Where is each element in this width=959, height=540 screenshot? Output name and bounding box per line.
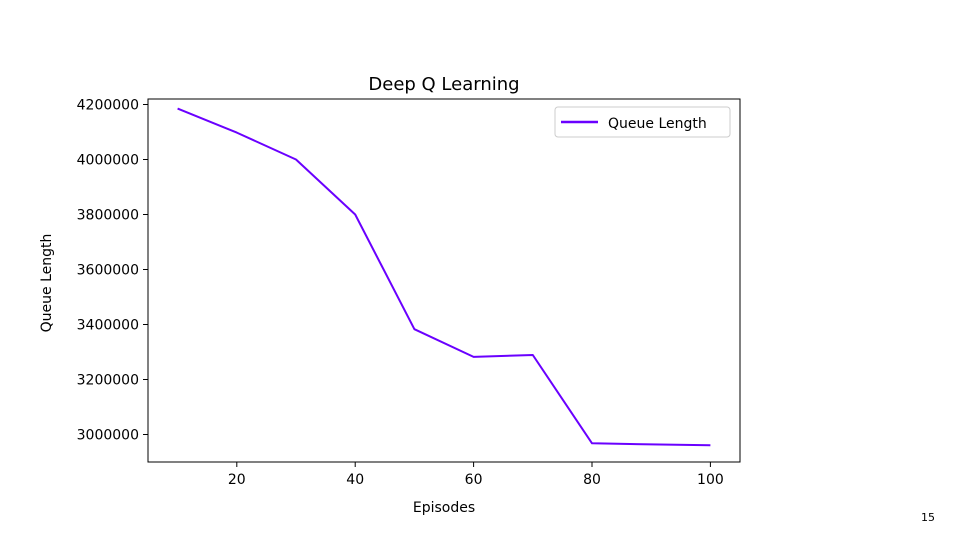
y-axis-ticks: 3000000 3200000 3400000 3600000 3800000 40000… bbox=[77, 98, 148, 444]
x-tick-label: 100 bbox=[697, 472, 724, 488]
y-tick-label: 3000000 bbox=[77, 428, 139, 444]
legend-label: Queue Length bbox=[608, 116, 707, 132]
y-tick-label: 3800000 bbox=[77, 208, 139, 224]
page-number: 15 bbox=[921, 511, 935, 524]
series-line bbox=[177, 107, 711, 447]
y-tick-label: 3600000 bbox=[77, 263, 139, 279]
y-tick-label: 4000000 bbox=[77, 153, 139, 169]
x-axis-label: Episodes bbox=[413, 500, 475, 516]
plot-frame bbox=[147, 98, 741, 463]
y-axis-label: Queue Length bbox=[39, 234, 55, 333]
chart-title: Deep Q Learning bbox=[368, 74, 519, 95]
series-layer bbox=[177, 107, 711, 447]
legend-box bbox=[554, 106, 731, 138]
y-tick-label: 3400000 bbox=[77, 318, 139, 334]
legend: Queue Length bbox=[554, 106, 731, 138]
y-tick-label: 4200000 bbox=[77, 98, 139, 114]
x-axis-ticks: 20 40 60 80 100 bbox=[228, 462, 724, 488]
x-tick-label: 40 bbox=[346, 472, 364, 488]
y-tick-label: 3200000 bbox=[77, 373, 139, 389]
x-tick-label: 20 bbox=[228, 472, 246, 488]
x-tick-label: 60 bbox=[465, 472, 483, 488]
x-tick-label: 80 bbox=[583, 472, 601, 488]
